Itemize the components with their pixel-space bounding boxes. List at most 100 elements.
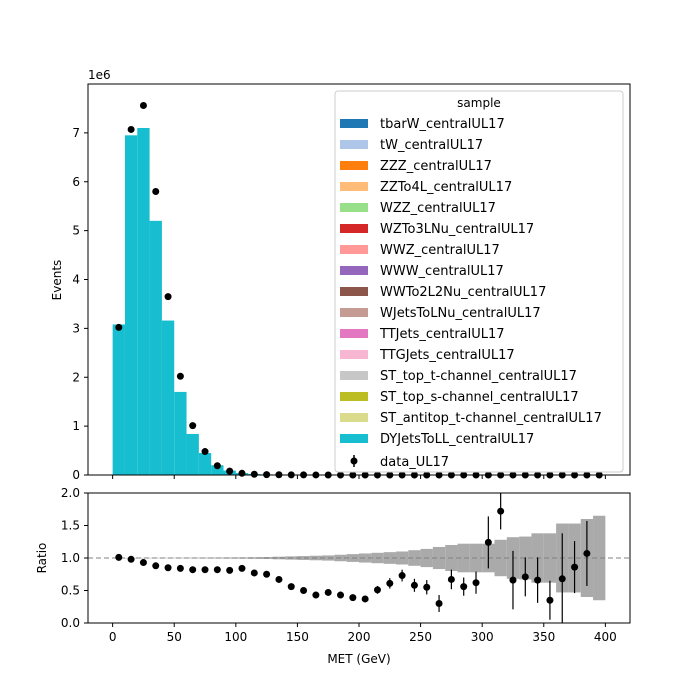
uncertainty-bin xyxy=(432,546,446,570)
main-y-axis-label: Events xyxy=(50,260,64,301)
legend-label: TTJets_centralUL17 xyxy=(379,327,505,342)
main-y-ticks: 0 1 2 3 4 5 6 7 xyxy=(72,126,88,482)
legend-data-marker xyxy=(350,457,358,465)
y-tick-label: 6 xyxy=(72,175,80,189)
data-point xyxy=(176,372,184,380)
legend-swatch xyxy=(340,350,368,359)
legend-label: tbarW_centralUL17 xyxy=(380,117,505,132)
legend-label: ST_top_t-channel_centralUL17 xyxy=(380,369,577,384)
ratio-point xyxy=(250,569,258,577)
ratio-point xyxy=(349,594,357,602)
data-point xyxy=(115,323,123,331)
ratio-point xyxy=(115,553,123,561)
legend-data-entry: data_UL17 xyxy=(350,455,449,470)
ratio-point xyxy=(361,595,369,603)
ratio-point xyxy=(139,559,147,567)
ratio-y-axis-label: Ratio xyxy=(35,543,49,574)
ratio-point xyxy=(373,586,381,594)
ratio-point xyxy=(312,591,320,599)
ratio-point xyxy=(398,572,406,580)
legend-swatch xyxy=(340,287,368,296)
legend-swatch xyxy=(340,119,368,128)
legend-label: WJetsToLNu_centralUL17 xyxy=(380,306,541,321)
ratio-point xyxy=(460,583,468,591)
ratio-point xyxy=(324,588,332,596)
ratio-point xyxy=(571,563,579,571)
ratio-point xyxy=(238,564,246,572)
legend-label: WWTo2L2Nu_centralUL17 xyxy=(380,285,546,300)
main-x-ticks xyxy=(112,475,606,479)
ratio-point xyxy=(583,549,591,557)
ratio-point xyxy=(410,581,418,589)
legend-swatch xyxy=(340,182,368,191)
data-point xyxy=(152,188,160,196)
y-tick-label: 5 xyxy=(72,224,80,238)
legend-label: WWZ_centralUL17 xyxy=(380,243,500,258)
ratio-point xyxy=(484,538,492,546)
mc-bar xyxy=(112,324,125,475)
uncertainty-bin xyxy=(593,515,606,601)
ratio-point xyxy=(447,575,455,583)
legend-swatch xyxy=(340,392,368,401)
uncertainty-bin xyxy=(248,557,261,559)
legend-swatch xyxy=(340,224,368,233)
ratio-point xyxy=(189,566,197,574)
ratio-point xyxy=(423,583,431,591)
y-tick-label: 2 xyxy=(72,370,80,384)
data-point xyxy=(189,422,197,430)
ratio-point xyxy=(546,596,554,604)
ratio-point xyxy=(337,591,345,599)
ratio-point xyxy=(472,579,480,587)
uncertainty-bin xyxy=(359,553,372,563)
legend-swatch xyxy=(340,371,368,380)
data-point xyxy=(250,470,258,478)
uncertainty-bin xyxy=(223,557,236,559)
legend-swatch xyxy=(340,140,368,149)
ratio-point xyxy=(497,507,505,515)
x-tick-label: 150 xyxy=(286,630,309,644)
y-tick-label: 3 xyxy=(72,321,80,335)
legend-label: DYJetsToLL_centralUL17 xyxy=(380,432,534,447)
y-tick-label: 4 xyxy=(72,273,80,287)
main-panel: 0 1 2 3 4 5 6 7 1e6 Events sample tbarW_central… xyxy=(50,68,631,482)
ratio-point xyxy=(152,562,160,570)
uncertainty-bin xyxy=(297,556,310,560)
mc-stack-bars xyxy=(112,127,606,476)
ratio-point xyxy=(176,564,184,572)
ratio-y-tick-label: 1.5 xyxy=(61,519,80,533)
ratio-point xyxy=(263,570,271,578)
x-tick-label: 100 xyxy=(224,630,247,644)
ratio-point xyxy=(287,583,295,591)
ratio-point xyxy=(386,579,394,587)
legend-data-label: data_UL17 xyxy=(380,455,449,470)
x-tick-label: 350 xyxy=(532,630,555,644)
ratio-panel: 0.0 0.5 1.0 1.5 2.0 0 50 100 150 200 250 300 350 400… xyxy=(35,486,631,666)
legend-label: WWW_centralUL17 xyxy=(380,264,504,279)
ratio-y-ticks: 0.0 0.5 1.0 1.5 2.0 xyxy=(61,486,88,630)
data-point xyxy=(164,293,172,301)
mc-bar xyxy=(149,220,162,475)
x-tick-label: 400 xyxy=(594,630,617,644)
ratio-point xyxy=(275,575,283,583)
legend-swatch xyxy=(340,329,368,338)
uncertainty-bin xyxy=(198,557,212,559)
data-point xyxy=(213,462,221,470)
x-tick-label: 200 xyxy=(348,630,371,644)
data-point xyxy=(139,102,147,110)
legend-box xyxy=(334,90,624,473)
x-tick-label: 50 xyxy=(167,630,182,644)
ratio-point xyxy=(213,566,221,574)
ratio-y-tick-label: 1.0 xyxy=(61,551,80,565)
uncertainty-bin xyxy=(272,556,286,560)
legend-label: WZTo3LNu_centralUL17 xyxy=(380,222,534,237)
mc-bar xyxy=(137,127,150,476)
y-tick-label: 0 xyxy=(72,468,80,482)
y-tick-label: 1 xyxy=(72,419,80,433)
x-axis-label: MET (GeV) xyxy=(327,652,390,666)
legend-label: ZZZ_centralUL17 xyxy=(380,159,492,174)
legend-swatch xyxy=(340,413,368,422)
uncertainty-bin xyxy=(543,533,557,583)
legend-label: ST_antitop_t-channel_centralUL17 xyxy=(380,411,602,426)
mc-bar xyxy=(174,391,187,475)
ratio-point xyxy=(226,566,234,574)
